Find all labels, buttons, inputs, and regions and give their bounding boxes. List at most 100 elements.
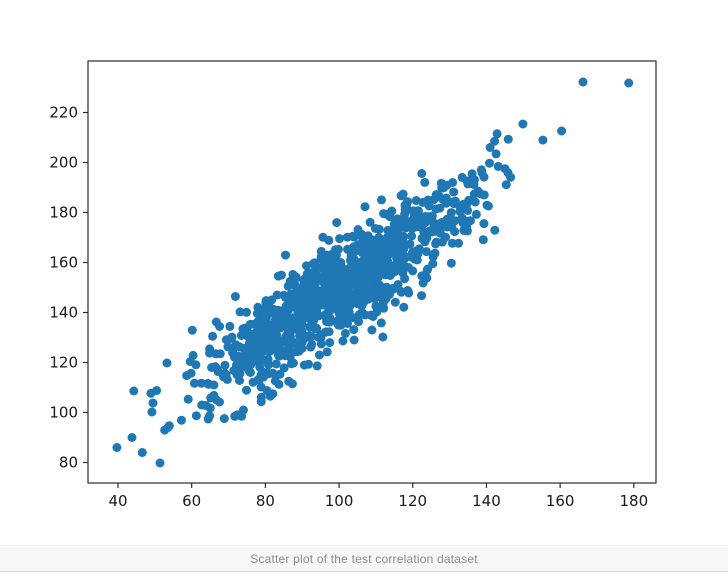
x-tick-label: 40 bbox=[108, 492, 127, 510]
scatter-point bbox=[129, 386, 139, 396]
scatter-point bbox=[365, 280, 375, 289]
scatter-point bbox=[242, 385, 251, 395]
scatter-point bbox=[349, 335, 359, 345]
scatter-point bbox=[378, 332, 388, 342]
scatter-point bbox=[183, 394, 193, 404]
scatter-point bbox=[289, 290, 299, 300]
scatter-point bbox=[271, 315, 280, 325]
scatter-point bbox=[265, 391, 275, 401]
scatter-point bbox=[332, 281, 342, 291]
scatter-point bbox=[297, 326, 307, 336]
scatter-point bbox=[281, 250, 290, 260]
y-tick-label: 100 bbox=[49, 404, 78, 422]
scatter-point bbox=[431, 239, 441, 249]
scatter-point bbox=[399, 302, 409, 312]
scatter-point bbox=[137, 448, 147, 457]
scatter-point bbox=[215, 322, 225, 331]
scatter-point bbox=[301, 333, 311, 342]
scatter-point bbox=[254, 332, 264, 342]
scatter-point bbox=[420, 237, 430, 247]
scatter-point bbox=[308, 259, 318, 269]
scatter-point bbox=[406, 252, 416, 262]
scatter-point bbox=[417, 271, 427, 281]
scatter-point bbox=[187, 325, 197, 335]
y-tick-label: 180 bbox=[49, 204, 78, 222]
scatter-point bbox=[155, 458, 165, 468]
caption-bar: Scatter plot of the test correlation dat… bbox=[0, 545, 728, 572]
scatter-point bbox=[459, 201, 469, 211]
scatter-point bbox=[312, 361, 322, 371]
scatter-point bbox=[390, 239, 400, 249]
scatter-plot-canvas: 40 60 80 100 120 140 160 180 80 100 120 140 160 180 20… bbox=[49, 60, 657, 510]
scatter-point bbox=[329, 250, 339, 259]
scatter-point bbox=[245, 368, 255, 377]
scatter-point bbox=[441, 232, 451, 242]
scatter-point bbox=[127, 433, 137, 442]
caption-text: Scatter plot of the test correlation dat… bbox=[250, 551, 478, 566]
x-tick-label: 180 bbox=[619, 492, 648, 510]
scatter-point bbox=[219, 372, 228, 382]
scatter-point bbox=[388, 283, 398, 293]
scatter-point bbox=[328, 258, 338, 268]
scatter-point bbox=[272, 290, 282, 300]
scatter-point bbox=[485, 158, 494, 168]
scatter-point bbox=[427, 211, 437, 221]
scatter-point bbox=[230, 292, 240, 301]
scatter-point bbox=[245, 319, 255, 329]
scatter-point bbox=[423, 264, 433, 274]
scatter-point bbox=[493, 161, 503, 171]
scatter-point bbox=[264, 360, 274, 370]
scatter-point bbox=[376, 291, 386, 301]
scatter-point bbox=[227, 332, 237, 342]
scatter-point bbox=[219, 414, 229, 424]
scatter-point bbox=[430, 248, 440, 258]
scatter-point bbox=[336, 320, 346, 330]
scatter-point bbox=[389, 261, 399, 271]
scatter-point bbox=[407, 224, 417, 233]
scatter-point bbox=[242, 307, 251, 317]
scatter-point bbox=[412, 206, 422, 216]
scatter-point bbox=[400, 200, 410, 210]
scatter-point bbox=[285, 330, 295, 340]
scatter-point bbox=[390, 297, 400, 307]
scatter-point bbox=[316, 333, 326, 343]
scatter-point bbox=[177, 415, 186, 425]
scatter-point bbox=[197, 400, 207, 410]
scatter-point bbox=[337, 296, 347, 306]
y-tick-label: 120 bbox=[49, 354, 78, 372]
scatter-point bbox=[437, 183, 447, 193]
scatter-point bbox=[209, 390, 219, 400]
scatter-point bbox=[318, 232, 328, 242]
x-tick-label: 120 bbox=[398, 492, 427, 510]
scatter-point bbox=[462, 222, 472, 232]
scatter-point bbox=[336, 258, 346, 268]
scatter-point bbox=[207, 363, 217, 372]
scatter-point bbox=[425, 226, 435, 236]
scatter-point bbox=[262, 326, 271, 336]
x-tick-label: 100 bbox=[325, 492, 354, 510]
scatter-point bbox=[163, 423, 173, 432]
scatter-point bbox=[377, 195, 386, 205]
x-tick-label: 80 bbox=[256, 492, 275, 510]
scatter-point bbox=[305, 322, 315, 332]
scatter-point bbox=[304, 359, 313, 369]
scatter-point bbox=[147, 407, 157, 417]
scatter-point bbox=[306, 342, 316, 352]
scatter-point bbox=[332, 218, 342, 228]
scatter-point bbox=[491, 149, 501, 159]
scatter-point bbox=[400, 223, 410, 233]
scatter-point bbox=[479, 190, 489, 200]
scatter-point bbox=[379, 303, 389, 313]
scatter-point bbox=[349, 325, 359, 335]
scatter-point bbox=[398, 189, 408, 199]
scatter-point bbox=[483, 201, 493, 211]
scatter-point bbox=[403, 263, 413, 272]
scatter-point bbox=[338, 336, 348, 346]
scatter-point bbox=[271, 359, 281, 369]
scatter-point bbox=[396, 287, 406, 297]
scatter-point bbox=[244, 338, 254, 348]
scatter-point bbox=[417, 169, 427, 178]
scatter-point bbox=[235, 376, 244, 385]
scatter-point bbox=[344, 307, 354, 317]
scatter-point bbox=[283, 305, 293, 315]
